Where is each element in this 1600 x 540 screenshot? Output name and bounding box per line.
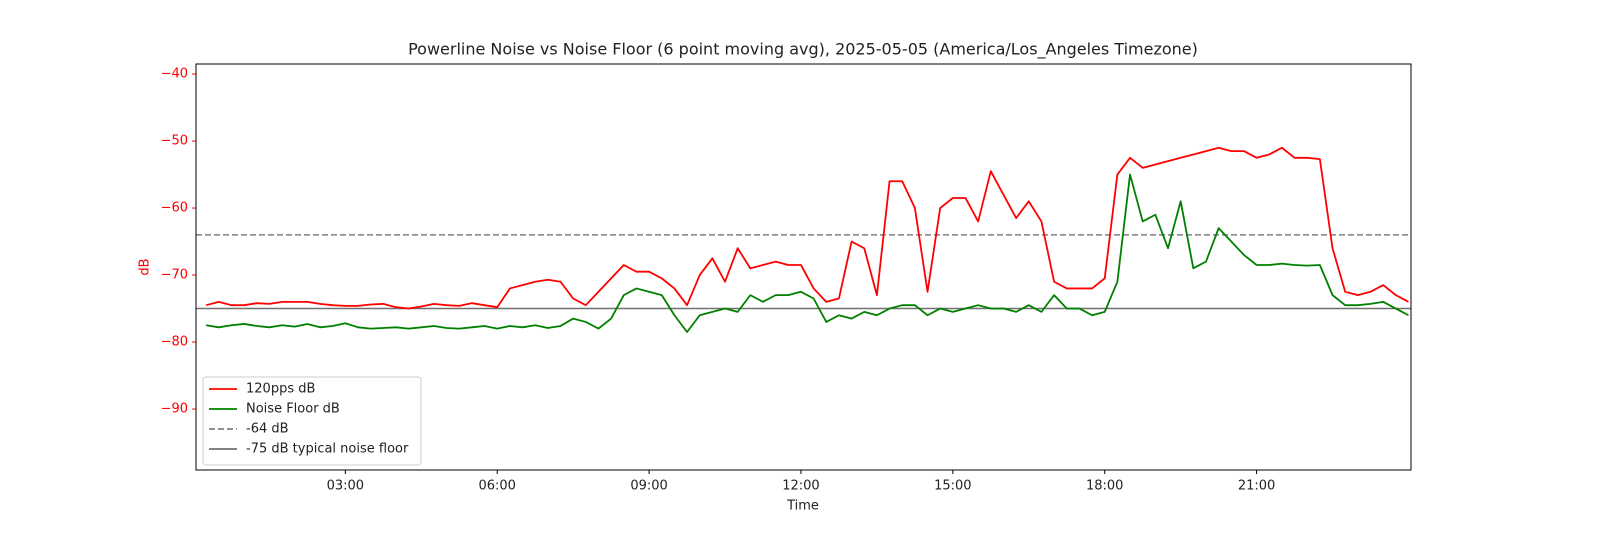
y-tick-label: −80 [161,335,188,350]
y-tick-label: −60 [161,201,188,216]
legend-box [202,376,422,466]
legend-label: -75 dB typical noise floor [246,442,409,457]
y-axis-label: dB [138,258,153,275]
plot-frame [195,63,1412,471]
y-tick-label: −70 [161,268,188,283]
chart-title: Powerline Noise vs Noise Floor (6 point … [408,40,1198,60]
legend-label: 120pps dB [246,382,315,397]
x-tick-label: 18:00 [1086,479,1123,494]
y-tick-label: −50 [161,134,188,149]
x-tick-label: 09:00 [630,479,667,494]
x-tick-label: 12:00 [782,479,819,494]
x-tick-label: 06:00 [478,479,515,494]
x-axis-label: Time [786,499,819,514]
y-tick-label: −90 [161,402,188,417]
y-tick-label: −40 [161,67,188,82]
x-tick-label: 21:00 [1238,479,1275,494]
x-tick-label: 15:00 [934,479,971,494]
series-line [205,173,1409,333]
legend-label: Noise Floor dB [246,402,340,417]
series-line [205,146,1409,310]
legend-label: -64 dB [246,422,289,437]
x-tick-label: 03:00 [327,479,364,494]
